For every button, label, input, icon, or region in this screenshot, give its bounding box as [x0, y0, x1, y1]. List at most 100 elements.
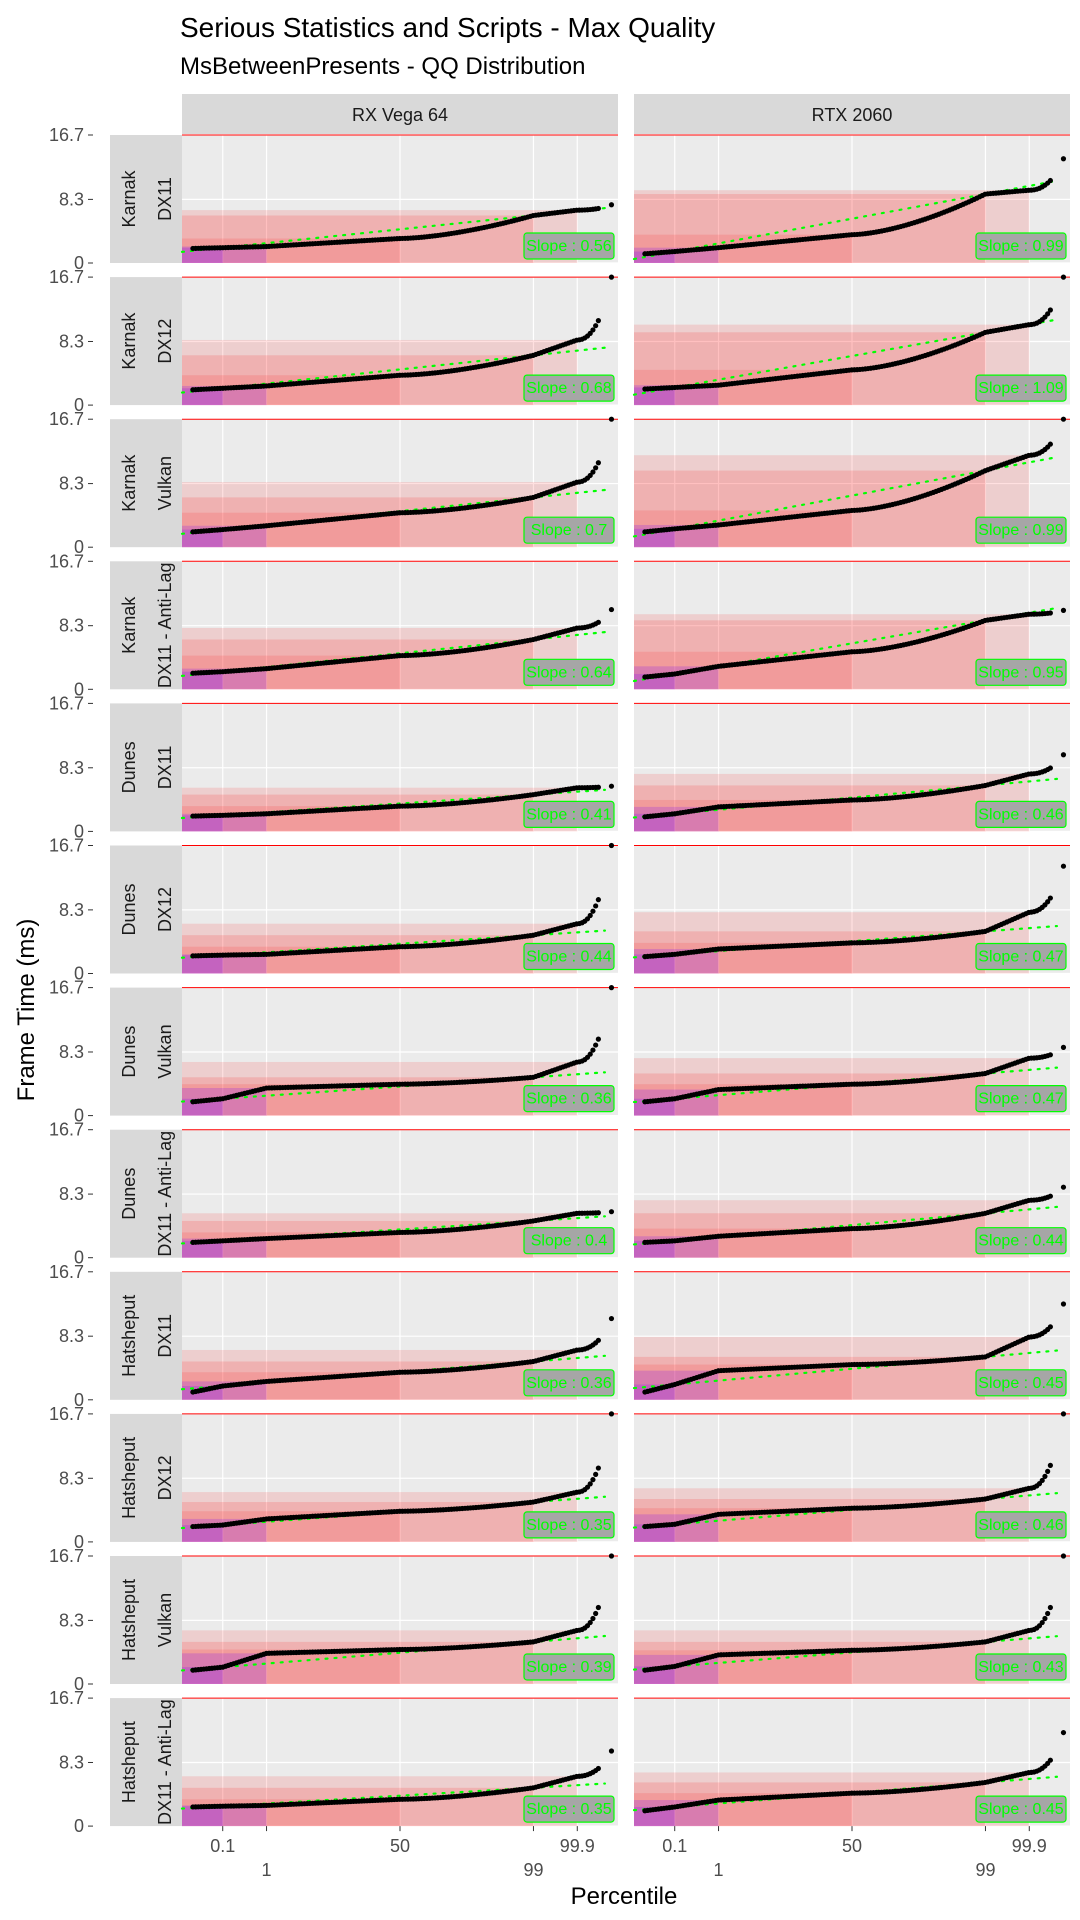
row-strip-api [146, 987, 182, 1116]
data-point [608, 606, 615, 613]
row-strip-api-label: DX11 [155, 1314, 175, 1358]
data-point [593, 323, 599, 329]
facet-panel: Slope : 0.36 [180, 1271, 618, 1401]
data-point [587, 1051, 593, 1057]
y-tick-label: 8.3 [59, 1184, 84, 1204]
row-strip-location [110, 1271, 146, 1400]
y-tick-label: 8.3 [59, 1752, 84, 1772]
data-point [595, 205, 601, 212]
slope-label-box [523, 942, 615, 971]
slope-label: Slope : 0.36 [526, 1091, 612, 1108]
data-point [1045, 899, 1051, 905]
y-tick-label: 8.3 [59, 331, 84, 351]
row-strip-api [146, 1129, 182, 1258]
facet-panel: Slope : 0.44 [632, 1129, 1070, 1259]
data-point [608, 985, 615, 991]
facet-panel: Slope : 0.47 [632, 844, 1070, 975]
y-tick-label: 0 [74, 1532, 84, 1552]
y-tick-label: 8.3 [59, 758, 84, 778]
y-tick-label: 0 [74, 395, 84, 415]
data-point [608, 1315, 615, 1322]
data-point [1060, 274, 1067, 280]
x-axis-title: Percentile [571, 1883, 678, 1910]
row-strip-api-label: DX11 [155, 746, 175, 790]
data-point [587, 912, 593, 919]
x-tick-label: 99 [975, 1860, 995, 1880]
slope-label: Slope : 0.35 [526, 1517, 612, 1534]
band-p01 [182, 815, 223, 832]
y-tick-label: 16.7 [49, 1262, 84, 1282]
y-tick-label: 16.7 [49, 267, 84, 287]
data-point [1047, 1604, 1053, 1611]
band-p01 [182, 1806, 223, 1827]
band-p01 [634, 1240, 675, 1258]
y-tick-label: 16.7 [49, 693, 84, 713]
row-strip-api [146, 277, 182, 406]
row-strip-location-label: Dunes [119, 883, 139, 935]
x-tick-label: 0.1 [210, 1836, 235, 1856]
slope-label-box [523, 1227, 615, 1255]
data-point [1045, 1610, 1051, 1617]
y-tick-label: 8.3 [59, 616, 84, 636]
row-strip-location-label: Hatsheput [119, 1437, 139, 1519]
data-point [1039, 1477, 1045, 1484]
data-point [1047, 610, 1053, 616]
row-strip-api [146, 1698, 182, 1827]
slope-label-box [523, 658, 615, 686]
slope-label-box [975, 1653, 1067, 1681]
data-point [1045, 1468, 1051, 1474]
facet-panel: Slope : 0.36 [180, 985, 618, 1117]
data-point [1047, 1193, 1053, 1199]
row-strip-api-label: Vulkan [155, 1593, 175, 1647]
data-point [595, 1036, 601, 1042]
data-point [1047, 1462, 1053, 1469]
y-tick-label: 0 [74, 1390, 84, 1410]
data-point [608, 1411, 615, 1417]
y-tick-label: 8.3 [59, 900, 84, 920]
row-strip-api [146, 845, 182, 974]
row-strip-api-label: Vulkan [155, 456, 175, 510]
row-strip-api-label: DX11 - Anti-Lag [155, 1131, 175, 1257]
band-p01 [182, 1525, 223, 1542]
data-point [1060, 156, 1067, 162]
row-strip-location [110, 1129, 146, 1258]
data-point [593, 1042, 599, 1048]
y-tick-label: 0 [74, 1248, 84, 1268]
y-tick-label: 8.3 [59, 189, 84, 209]
x-tick-label: 1 [714, 1860, 724, 1880]
slope-label: Slope : 0.99 [978, 522, 1064, 539]
chart-title: Serious Statistics and Scripts - Max Qua… [180, 12, 715, 43]
facet-panel: Slope : 0.99 [632, 134, 1070, 264]
data-point [1060, 1301, 1067, 1307]
data-point [1047, 1324, 1053, 1330]
row-strip-api-label: DX11 [155, 177, 175, 221]
slope-label-box [975, 232, 1067, 260]
slope-label: Slope : 0.44 [978, 1233, 1064, 1250]
band-p01 [634, 954, 675, 974]
y-tick-label: 16.7 [49, 978, 84, 998]
x-tick-label: 99.9 [560, 1836, 595, 1856]
band-p999 [634, 1772, 1030, 1827]
slope-label-box [975, 1084, 1067, 1113]
facet-panel: Slope : 0.44 [180, 842, 618, 975]
facet-panel: Slope : 0.95 [632, 560, 1070, 690]
slope-label-box [523, 1084, 615, 1113]
y-tick-label: 0 [74, 1674, 84, 1694]
data-point [608, 416, 615, 422]
row-strip-location [110, 1556, 146, 1684]
chart-subtitle: MsBetweenPresents - QQ Distribution [180, 53, 585, 80]
band-p99 [634, 332, 986, 406]
y-tick-label: 0 [74, 253, 84, 273]
data-point [1060, 416, 1067, 422]
column-strip [182, 94, 618, 134]
data-point [1060, 752, 1067, 758]
slope-label: Slope : 0.47 [978, 1091, 1064, 1108]
row-strip-location-label: Karnak [119, 312, 139, 370]
slope-label: Slope : 1.09 [978, 380, 1064, 397]
slope-label: Slope : 0.56 [526, 238, 612, 255]
slope-label: Slope : 0.46 [978, 806, 1064, 823]
band-p1 [182, 954, 267, 974]
y-tick-label: 16.7 [49, 1688, 84, 1708]
slope-label-box [523, 374, 615, 402]
